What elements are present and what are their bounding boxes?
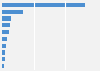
- Bar: [2, 57, 4, 61]
- Bar: [2, 37, 7, 41]
- Bar: [2, 30, 9, 34]
- Bar: [2, 64, 4, 68]
- Bar: [2, 50, 5, 55]
- Bar: [2, 10, 23, 14]
- Bar: [2, 44, 6, 48]
- Bar: [2, 23, 10, 27]
- Bar: [2, 3, 86, 7]
- Bar: [2, 16, 11, 21]
